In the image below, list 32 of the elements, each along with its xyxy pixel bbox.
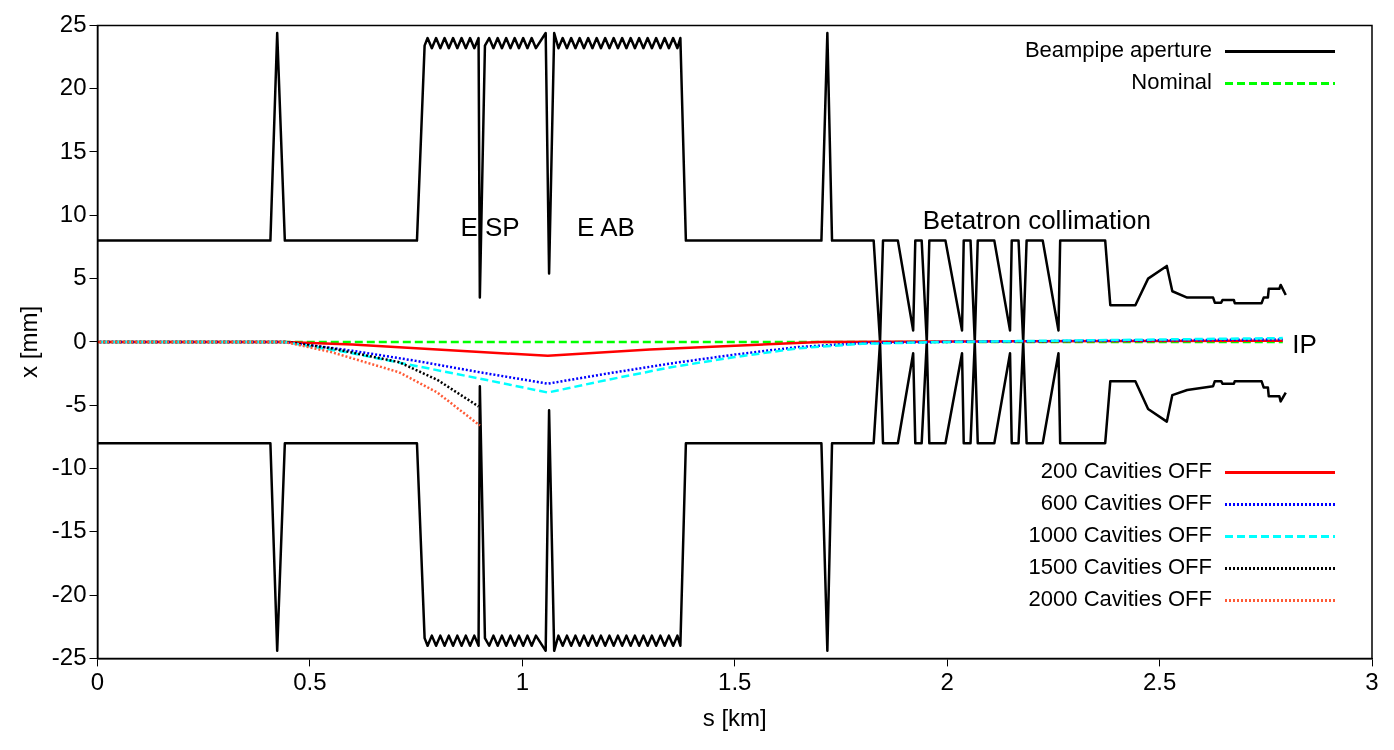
annotation: Betatron collimation: [922, 204, 1151, 235]
y-tick-label: -15: [51, 516, 87, 544]
x-tick-label: 0: [90, 668, 105, 696]
legend-label: 200 Cavities OFF: [1040, 458, 1212, 484]
legend-label: 1000 Cavities OFF: [1028, 522, 1212, 548]
x-tick-label: 1: [515, 668, 529, 696]
x-tick-label: 2.5: [1142, 668, 1177, 696]
legend-label: Nominal: [1131, 69, 1212, 95]
x-axis-title: s [km]: [702, 704, 767, 732]
y-tick-label: 20: [59, 73, 87, 101]
y-axis-title: x [mm]: [15, 305, 43, 378]
x-tick-label: 0.5: [293, 668, 327, 696]
legend-label: 1500 Cavities OFF: [1028, 554, 1212, 580]
x-tick-label: 2: [940, 668, 954, 696]
y-tick-label: -5: [65, 389, 87, 417]
y-tick-label: -20: [51, 579, 87, 607]
y-tick-label: 15: [59, 136, 87, 164]
annotation: E SP: [460, 212, 520, 243]
y-tick-label: -10: [51, 453, 87, 481]
y-tick-label: 10: [59, 199, 87, 227]
y-tick-label: 25: [59, 10, 87, 38]
y-tick-label: 5: [73, 263, 87, 291]
x-tick-label: 1.5: [718, 668, 752, 696]
annotation: IP: [1292, 328, 1317, 359]
legend-label: Beampipe aperture: [1024, 37, 1212, 63]
annotation: E AB: [577, 212, 635, 243]
line-series: [97, 340, 482, 427]
legend-label: 2000 Cavities OFF: [1028, 586, 1212, 612]
y-tick-label: 0: [73, 326, 87, 354]
legend-label: 600 Cavities OFF: [1040, 490, 1212, 516]
y-tick-label: -25: [51, 643, 87, 671]
x-tick-label: 3: [1365, 668, 1379, 696]
